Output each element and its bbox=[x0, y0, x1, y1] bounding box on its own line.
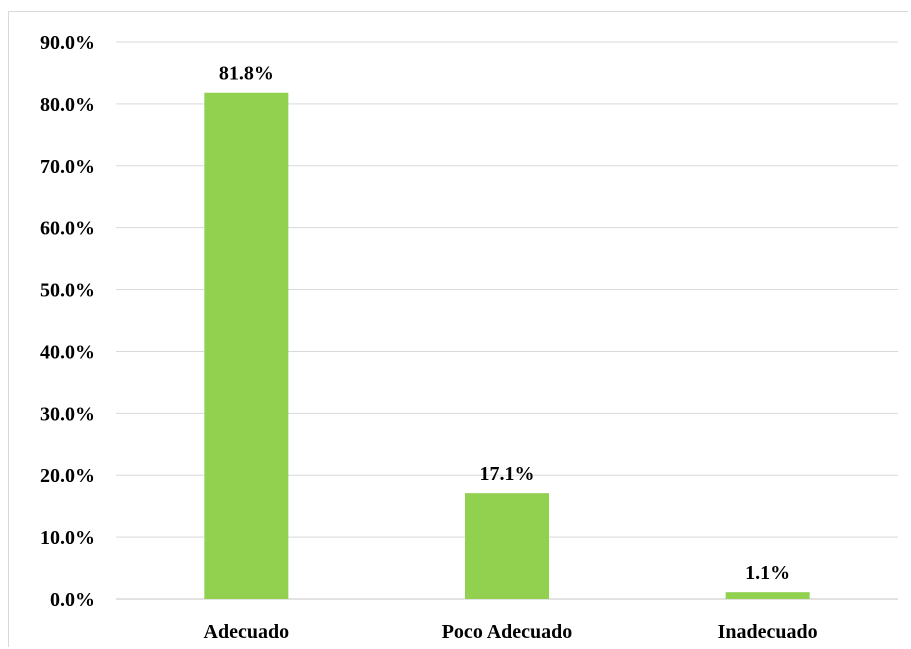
bar bbox=[725, 592, 810, 599]
data-label: 1.1% bbox=[745, 562, 790, 584]
y-tick-label: 10.0% bbox=[40, 527, 95, 549]
chart-frame bbox=[8, 11, 908, 647]
y-tick-label: 20.0% bbox=[40, 465, 95, 487]
x-axis-category-labels: Adecuado Poco Adecuado Inadecuado bbox=[204, 621, 818, 643]
bar bbox=[204, 92, 289, 599]
data-labels: 81.8% 17.1% 1.1% bbox=[219, 63, 790, 584]
y-tick-label: 50.0% bbox=[40, 280, 95, 302]
y-tick-label: 40.0% bbox=[40, 341, 95, 363]
y-tick-label: 0.0% bbox=[50, 589, 95, 611]
x-category-label: Inadecuado bbox=[718, 621, 818, 643]
data-label: 17.1% bbox=[480, 463, 535, 485]
bar bbox=[465, 493, 549, 599]
y-tick-label: 30.0% bbox=[40, 403, 95, 425]
y-axis-tick-labels: 0.0% 10.0% 20.0% 30.0% 40.0% 50.0% 60.0% 70.0% 8… bbox=[40, 32, 95, 611]
y-tick-label: 60.0% bbox=[40, 218, 95, 240]
data-label: 81.8% bbox=[219, 63, 274, 85]
bars bbox=[204, 92, 810, 599]
x-category-label: Adecuado bbox=[204, 621, 290, 643]
x-category-label: Poco Adecuado bbox=[442, 621, 573, 643]
y-tick-label: 90.0% bbox=[40, 32, 95, 54]
y-tick-label: 70.0% bbox=[40, 156, 95, 178]
y-tick-label: 80.0% bbox=[40, 94, 95, 116]
